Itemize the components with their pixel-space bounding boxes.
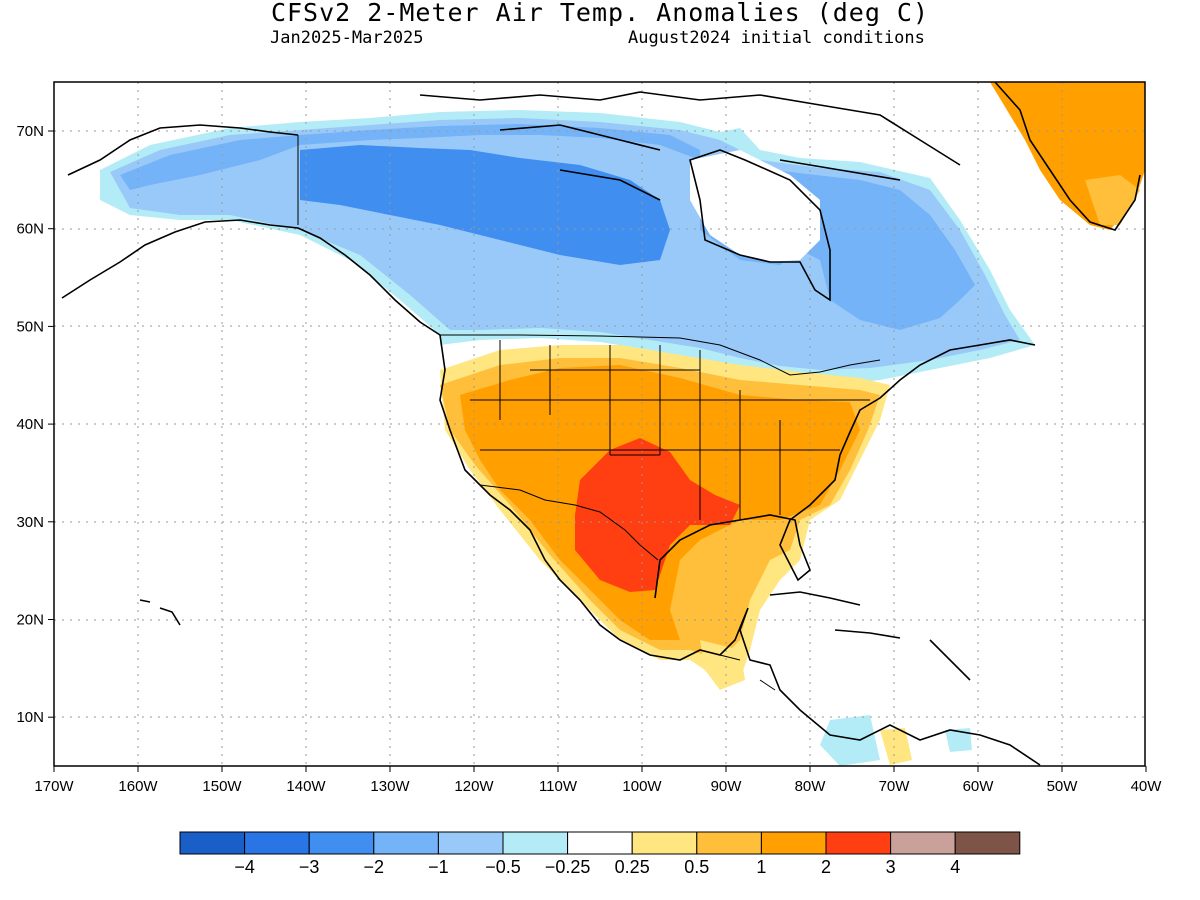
lat-tick-label: 40N [16,416,44,433]
colorbar-swatch [631,831,698,855]
state-lines [470,340,870,520]
lon-tick-label: 160W [118,778,158,795]
colorbar-swatch [244,831,310,855]
colorbar-swatch [890,831,956,855]
colorbar-swatch [437,831,504,855]
lon-tick-label: 130W [370,778,410,795]
colorbar-label: −2 [364,857,385,877]
graticule [54,82,1145,766]
lon-tick-label: 40W [1131,778,1163,795]
lon-tick-label: 170W [34,778,74,795]
colorbar-label: 1 [756,857,766,877]
anomaly-southamerica-mild [880,728,912,765]
colorbar: −4 −3 −2 −1 −0.5 −0.25 0.25 0.5 1 2 3 4 [179,831,1021,877]
colorbar-swatch [308,831,375,855]
lon-tick-label: 50W [1047,778,1079,795]
coastlines [61,82,1141,766]
caribbean-islands [769,591,971,681]
anomaly-caribbean-cool [820,715,880,766]
anomaly-cool-interior [340,160,640,250]
alaska-coast [61,124,441,336]
lon-tick-label: 90W [711,778,743,795]
lon-tick-label: 80W [795,778,827,795]
colorbar-swatch [502,831,569,855]
colorbar-swatch [760,831,827,855]
north-america-coast [439,334,1041,766]
colorbar-swatch [373,831,439,855]
central-america-borders [719,654,776,691]
colorbar-label: 2 [821,857,831,877]
lon-tick-label: 120W [454,778,494,795]
lat-tick-label: 20N [16,612,44,629]
colorbar-label: 4 [950,857,960,877]
colorbar-label: 0.25 [615,857,650,877]
colorbar-label: 3 [886,857,896,877]
map-title: CFSv2 2-Meter Air Temp. Anomalies (deg C… [270,0,930,27]
colorbar-label: 0.5 [684,857,709,877]
latitude-axis: 70N 60N 50N 40N 30N 20N 10N [16,123,54,726]
initial-conditions: August2024 initial conditions [628,28,925,48]
hawaii [139,599,181,626]
anomaly-strong-warm-region [575,438,740,592]
longitude-axis: 170W 160W 150W 140W 130W 120W 110W 100W 90W 80W 70… [34,766,1162,795]
anomaly-fields [100,82,1145,766]
lat-tick-label: 60N [16,221,44,238]
lon-tick-label: 150W [202,778,242,795]
forecast-period: Jan2025-Mar2025 [270,28,424,48]
hudson-bay-coast [689,149,831,302]
hudson-bay-neutral [690,150,820,262]
us-mexico-border [479,484,659,561]
colorbar-swatch [179,831,246,855]
lon-tick-label: 140W [286,778,326,795]
greenland-coast [994,82,1141,231]
lon-tick-label: 100W [622,778,662,795]
colorbar-label: −1 [428,857,449,877]
lon-tick-label: 110W [539,778,578,795]
political-borders [297,135,881,691]
lat-tick-label: 50N [16,318,44,335]
lat-tick-label: 10N [16,709,44,726]
colorbar-label: −4 [234,857,255,877]
lat-tick-label: 70N [16,123,44,140]
colorbar-label: −0.5 [485,857,521,877]
colorbar-swatch [825,831,892,855]
gulf-coast [654,339,1036,599]
arctic-islands [419,91,961,201]
anomaly-southamerica-cool [945,728,972,752]
colorbar-swatch [954,831,1021,855]
lon-tick-label: 60W [963,778,995,795]
lat-tick-label: 30N [16,514,44,531]
colorbar-label: −0.25 [545,857,591,877]
colorbar-swatch [696,831,762,855]
colorbar-swatch [567,831,633,855]
canada-us-border [440,334,881,376]
lon-tick-label: 70W [879,778,911,795]
colorbar-label: −3 [299,857,320,877]
